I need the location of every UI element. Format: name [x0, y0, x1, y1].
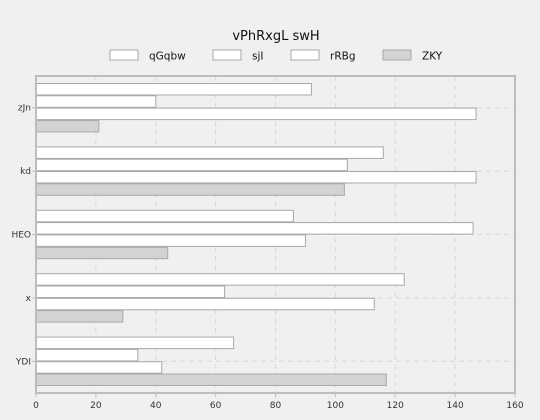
- bar: [35, 146, 384, 159]
- x-tick-label: 80: [270, 401, 282, 411]
- bar: [35, 246, 169, 260]
- x-tick-label: 40: [150, 401, 162, 411]
- legend-label: qGqbw: [149, 51, 186, 63]
- bar: [35, 119, 100, 133]
- legend-label: sjI: [252, 51, 263, 63]
- bar: [35, 285, 226, 298]
- bar: [35, 158, 348, 172]
- x-axis: 0 20 40 60 80 100 120 140 160: [33, 393, 524, 411]
- chart-title: vPhRxgL swH: [232, 29, 319, 44]
- bars: [35, 83, 477, 386]
- x-tick-label: 20: [90, 401, 102, 411]
- y-category-label: YDI: [15, 357, 31, 367]
- bar: [35, 183, 345, 196]
- x-tick-label: 120: [387, 401, 404, 411]
- y-axis: zJn kd HEO x YDI: [11, 104, 36, 367]
- bar: [35, 273, 405, 286]
- bar: [35, 336, 235, 350]
- legend-swatch: [212, 49, 242, 61]
- legend-swatch: [290, 49, 320, 61]
- bar: [35, 297, 375, 311]
- legend-swatch: [382, 49, 412, 61]
- y-category-label: kd: [20, 167, 31, 177]
- bar: [35, 234, 306, 247]
- x-tick-label: 160: [506, 401, 523, 411]
- x-tick-label: 100: [327, 401, 344, 411]
- legend-label: ZKY: [422, 51, 443, 63]
- y-category-label: zJn: [18, 104, 31, 114]
- bar: [35, 310, 124, 323]
- bar: [35, 348, 139, 362]
- bar: [35, 209, 294, 223]
- x-tick-label: 0: [33, 401, 39, 411]
- x-tick-label: 60: [210, 401, 222, 411]
- bar: [35, 361, 163, 374]
- bar: [35, 373, 387, 386]
- bar: [35, 171, 477, 184]
- bar: [35, 95, 157, 108]
- legend-swatch: [109, 49, 139, 61]
- bar: [35, 107, 477, 121]
- x-tick-label: 140: [447, 401, 464, 411]
- bar: [35, 222, 474, 235]
- legend: qGqbw sjI rRBg ZKY: [109, 49, 443, 63]
- y-category-label: HEO: [11, 231, 31, 241]
- legend-label: rRBg: [330, 51, 355, 63]
- bar: [35, 83, 312, 96]
- y-category-label: x: [26, 294, 32, 304]
